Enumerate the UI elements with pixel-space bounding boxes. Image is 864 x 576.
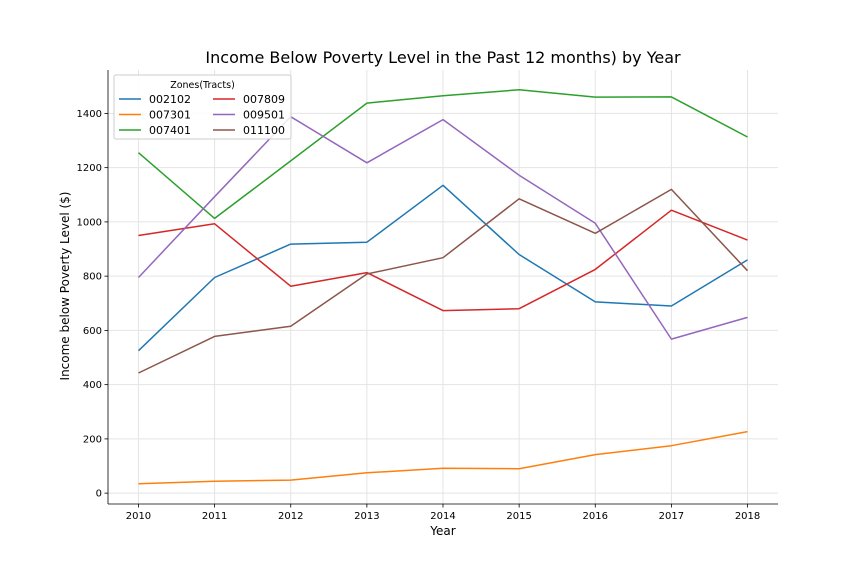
y-tick-label: 1200 [77,163,102,174]
y-tick-label: 0 [96,489,102,500]
legend-label-007301: 007301 [149,109,191,122]
x-tick-label: 2012 [278,511,303,522]
x-tick-label: 2013 [354,511,379,522]
y-tick-label: 1000 [77,217,102,228]
series-line-002102 [137,184,748,352]
series-line-009501 [137,115,748,340]
legend-label-007401: 007401 [149,124,191,137]
y-tick-label: 600 [83,326,102,337]
legend-label-009501: 009501 [243,109,285,122]
x-tick-label: 2011 [202,511,227,522]
series-line-007401 [138,89,748,220]
x-tick-label: 2017 [659,511,684,522]
series-line-011100 [138,188,749,374]
x-tick-label: 2018 [735,511,760,522]
legend-label-007809: 007809 [243,93,285,106]
y-tick-label: 800 [83,272,102,283]
legend-label-002102: 002102 [149,93,191,106]
x-tick-label: 2015 [506,511,531,522]
chart-title: Income Below Poverty Level in the Past 1… [205,48,681,67]
x-axis-title: Year [429,524,455,538]
y-tick-label: 1400 [77,109,102,120]
x-tick-label: 2010 [126,511,151,522]
legend-label-011100: 011100 [243,124,285,137]
legend-box [113,74,292,140]
x-tick-label: 2014 [430,511,455,522]
series-line-007301 [138,430,748,485]
series-line-007809 [138,209,748,312]
legend-title: Zones(Tracts) [170,80,235,91]
y-tick-label: 400 [83,380,102,391]
y-tick-label: 200 [83,434,102,445]
x-tick-label: 2016 [583,511,608,522]
y-axis-title: Income below Poverty Level ($) [58,192,72,381]
